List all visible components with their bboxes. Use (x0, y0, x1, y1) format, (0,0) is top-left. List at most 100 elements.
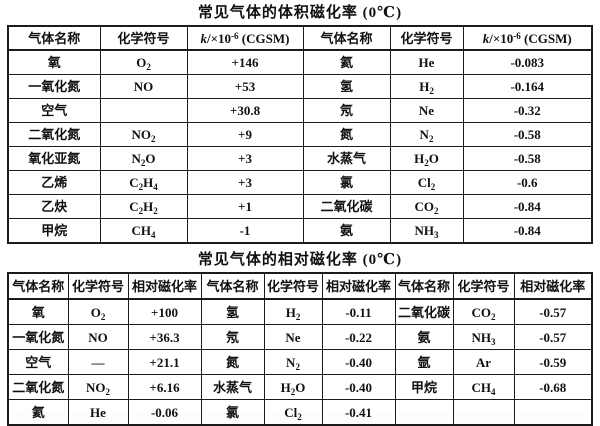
chemical-symbol-cell: He (389, 49, 464, 75)
susceptibility-value-cell: -0.32 (462, 98, 593, 123)
header-row: 气体名称 化学符号 相对磁化率 气体名称 化学符号 相对磁化率 气体名称 化学符号 相对磁化率 (7, 272, 593, 300)
chemical-symbol-cell: NO (67, 324, 129, 350)
table-row: 空气 — +21.1 氮 N2 -0.40 氩 Ar -0.59 (7, 349, 593, 375)
chemical-symbol-cell: NO2 (99, 122, 188, 147)
table-row: 二氧化氮 NO2 +9 氮 N2 -0.58 (7, 122, 593, 147)
susceptibility-value-cell: -0.58 (462, 146, 593, 171)
susceptibility-value-cell: -0.57 (513, 298, 593, 325)
table-row: 乙炔 C2H2 +1 二氧化碳 CO2 -0.84 (7, 194, 593, 219)
susceptibility-value-cell (513, 399, 593, 426)
header-cell: 气体名称 (394, 272, 454, 300)
susceptibility-value-cell: -0.59 (513, 349, 593, 375)
header-cell: k/×10-6 (CGSM) (186, 25, 304, 51)
header-cell: 气体名称 (302, 25, 391, 51)
susceptibility-value-cell: -0.40 (321, 349, 396, 375)
gas-name-cell: 氨 (302, 218, 391, 244)
susceptibility-value-cell: -0.84 (462, 194, 593, 219)
chemical-symbol-cell: CH4 (99, 218, 188, 244)
gas-name-cell: 空气 (7, 98, 101, 123)
chemical-symbol-cell (452, 399, 515, 426)
susceptibility-value-cell: -0.22 (321, 324, 396, 350)
table-row: 甲烷 CH4 -1 氨 NH3 -0.84 (7, 218, 593, 244)
susceptibility-value-cell: -0.84 (462, 218, 593, 244)
chemical-symbol-cell: O2 (67, 298, 129, 325)
gas-name-cell: 氧 (7, 49, 101, 75)
susceptibility-value-cell: -0.11 (321, 298, 396, 325)
gas-name-cell: 二氧化碳 (394, 298, 454, 325)
susceptibility-value-cell: -0.68 (513, 374, 593, 400)
chemical-symbol-cell: — (67, 349, 129, 375)
gas-name-cell: 氖 (302, 98, 391, 123)
susceptibility-value-cell: +9 (186, 122, 304, 147)
chemical-symbol-cell: Ne (389, 98, 464, 123)
document-page: 常见气体的体积磁化率 (0℃) 气体名称 化学符号 k/×10-6 (CGSM) 气体… (7, 5, 593, 426)
susceptibility-value-cell: +21.1 (127, 349, 202, 375)
gas-name-cell (394, 399, 454, 426)
chemical-symbol-cell: NH3 (389, 218, 464, 244)
susceptibility-value-cell: +30.8 (186, 98, 304, 123)
chemical-symbol-cell: NH3 (452, 324, 515, 350)
header-cell: 化学符号 (389, 25, 464, 51)
volume-susceptibility-table: 气体名称 化学符号 k/×10-6 (CGSM) 气体名称 化学符号 k/×10-6 (C… (7, 25, 593, 244)
gas-name-cell: 氦 (302, 49, 391, 75)
gas-name-cell: 氮 (302, 122, 391, 147)
susceptibility-value-cell: -0.58 (462, 122, 593, 147)
header-cell: 化学符号 (263, 272, 323, 300)
chemical-symbol-cell (99, 98, 188, 123)
chemical-symbol-cell: O2 (99, 49, 188, 75)
header-cell: 化学符号 (99, 25, 188, 51)
gas-name-cell: 二氧化碳 (302, 194, 391, 219)
gas-name-cell: 甲烷 (394, 374, 454, 400)
chemical-symbol-cell: H2O (389, 146, 464, 171)
table-row: 氧化亚氮 N2O +3 水蒸气 H2O -0.58 (7, 146, 593, 171)
table-row: 一氧化氮 NO +36.3 氖 Ne -0.22 氨 NH3 -0.57 (7, 324, 593, 350)
header-cell: 化学符号 (67, 272, 129, 300)
susceptibility-value-cell: -0.57 (513, 324, 593, 350)
susceptibility-value-cell: +6.16 (127, 374, 202, 400)
gas-name-cell: 氧 (7, 298, 69, 325)
gas-name-cell: 氩 (394, 349, 454, 375)
susceptibility-value-cell: -0.6 (462, 170, 593, 195)
susceptibility-value-cell: +146 (186, 49, 304, 75)
header-cell: 气体名称 (200, 272, 265, 300)
header-cell: k/×10-6 (CGSM) (462, 25, 593, 51)
susceptibility-value-cell: +53 (186, 74, 304, 99)
relative-susceptibility-table-title: 常见气体的相对磁化率 (0℃) (197, 252, 403, 268)
chemical-symbol-cell: H2 (389, 74, 464, 99)
gas-name-cell: 甲烷 (7, 218, 101, 244)
chemical-symbol-cell: Cl2 (389, 170, 464, 195)
header-cell: 气体名称 (7, 272, 69, 300)
chemical-symbol-cell: Ar (452, 349, 515, 375)
table-row: 二氧化氮 NO2 +6.16 水蒸气 H2O -0.40 甲烷 CH4 -0.68 (7, 374, 593, 400)
gas-name-cell: 水蒸气 (200, 374, 265, 400)
susceptibility-value-cell: -1 (186, 218, 304, 244)
header-cell: 化学符号 (452, 272, 515, 300)
gas-name-cell: 氮 (200, 349, 265, 375)
chemical-symbol-cell: N2 (389, 122, 464, 147)
gas-name-cell: 氯 (302, 170, 391, 195)
susceptibility-value-cell: -0.41 (321, 399, 396, 426)
susceptibility-value-cell: -0.40 (321, 374, 396, 400)
chemical-symbol-cell: He (67, 399, 129, 426)
gas-name-cell: 一氧化氮 (7, 324, 69, 350)
gas-name-cell: 水蒸气 (302, 146, 391, 171)
susceptibility-value-cell: +36.3 (127, 324, 202, 350)
header-cell: 相对磁化率 (127, 272, 202, 300)
gas-name-cell: 乙炔 (7, 194, 101, 219)
gas-name-cell: 氖 (200, 324, 265, 350)
gas-name-cell: 氨 (394, 324, 454, 350)
susceptibility-value-cell: +3 (186, 170, 304, 195)
gas-name-cell: 氢 (302, 74, 391, 99)
gas-name-cell: 氧化亚氮 (7, 146, 101, 171)
table-row: 空气 +30.8 氖 Ne -0.32 (7, 98, 593, 123)
gas-name-cell: 氦 (7, 399, 69, 426)
chemical-symbol-cell: CO2 (452, 298, 515, 325)
header-cell: 相对磁化率 (513, 272, 593, 300)
chemical-symbol-cell: CO2 (389, 194, 464, 219)
relative-susceptibility-table: 气体名称 化学符号 相对磁化率 气体名称 化学符号 相对磁化率 气体名称 化学符号 相对磁化率氧… (7, 272, 593, 426)
chemical-symbol-cell: N2 (263, 349, 323, 375)
gas-name-cell: 氢 (200, 298, 265, 325)
chemical-symbol-cell: H2O (263, 374, 323, 400)
header-cell: 气体名称 (7, 25, 101, 51)
gas-name-cell: 乙烯 (7, 170, 101, 195)
